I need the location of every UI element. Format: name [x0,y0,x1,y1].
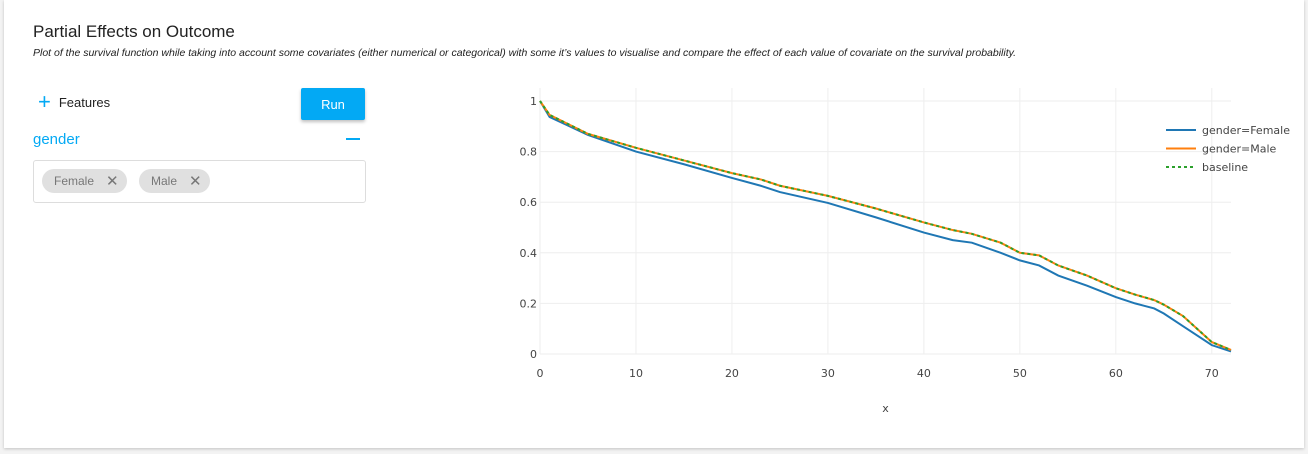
y-tick-label: 1 [530,95,537,108]
legend-label: baseline [1202,161,1248,174]
x-tick-label: 10 [629,367,643,380]
x-axis-label: x [882,402,889,415]
y-tick-label: 0.8 [520,146,538,159]
chip-label: Female [54,174,95,188]
chip-label: Male [151,174,178,188]
y-tick-label: 0.4 [520,247,538,260]
x-tick-label: 60 [1109,367,1123,380]
y-tick-label: 0 [530,348,537,361]
series-line-gender-male [539,100,1232,351]
x-tick-label: 0 [537,367,544,380]
page-title: Partial Effects on Outcome [33,22,235,41]
chip-female: Female ✕ [42,169,127,193]
features-label: Features [58,94,111,110]
values-select[interactable]: Female ✕ Male ✕ [33,160,366,203]
x-tick-label: 70 [1205,367,1219,380]
series-line-baseline [539,100,1232,351]
x-tick-label: 40 [917,367,931,380]
partial-effects-card: Partial Effects on Outcome Plot of the s… [4,0,1304,448]
plus-icon: + [38,89,51,114]
legend-label: gender=Male [1202,143,1276,156]
x-tick-label: 50 [1013,367,1027,380]
run-button[interactable]: Run [301,88,365,120]
x-tick-label: 30 [821,367,835,380]
page-subtitle: Plot of the survival function while taki… [33,47,1017,59]
close-icon[interactable]: ✕ [189,173,202,190]
y-tick-label: 0.6 [520,196,538,209]
chip-male: Male ✕ [139,169,210,193]
feature-name: gender [33,131,80,148]
series-line-gender-female [539,100,1232,353]
x-tick-label: 20 [725,367,739,380]
remove-feature-minus-icon[interactable] [346,138,360,140]
y-tick-label: 0.2 [520,297,538,310]
legend-label: gender=Female [1202,124,1290,137]
add-features-button[interactable]: + Features [38,89,111,114]
close-icon[interactable]: ✕ [106,173,119,190]
